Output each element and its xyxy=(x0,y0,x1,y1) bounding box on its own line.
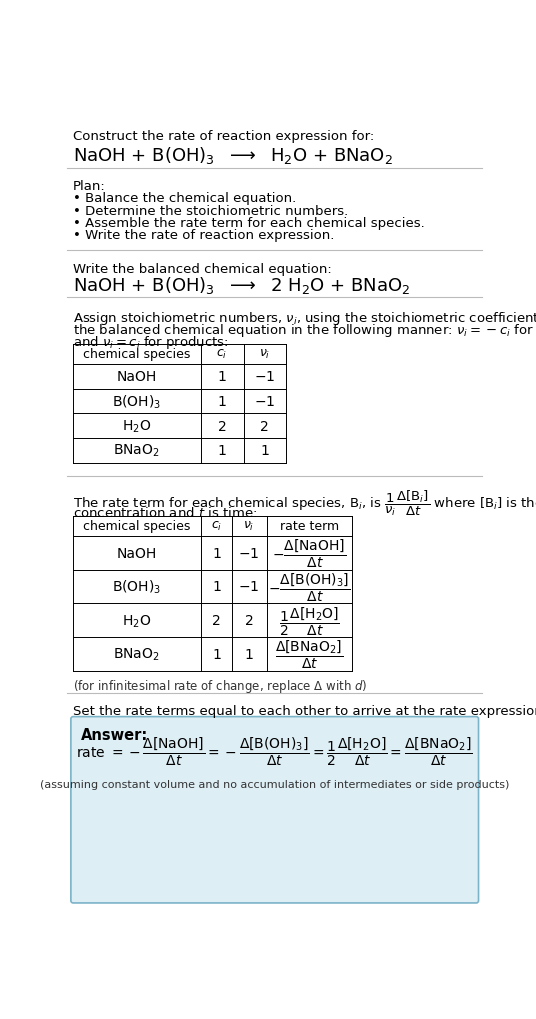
Text: BNaO$_2$: BNaO$_2$ xyxy=(114,646,160,662)
Text: $-1$: $-1$ xyxy=(254,394,276,409)
Text: Assign stoichiometric numbers, $\nu_i$, using the stoichiometric coefficients, $: Assign stoichiometric numbers, $\nu_i$, … xyxy=(73,309,536,326)
Text: (assuming constant volume and no accumulation of intermediates or side products): (assuming constant volume and no accumul… xyxy=(40,780,509,789)
Text: • Write the rate of reaction expression.: • Write the rate of reaction expression. xyxy=(73,229,334,243)
Text: The rate term for each chemical species, B$_i$, is $\dfrac{1}{\nu_i}\dfrac{\Delt: The rate term for each chemical species,… xyxy=(73,488,536,518)
Text: $-1$: $-1$ xyxy=(239,546,260,560)
Text: 1: 1 xyxy=(260,443,269,458)
Text: $c_i$: $c_i$ xyxy=(217,348,228,361)
Text: B(OH)$_3$: B(OH)$_3$ xyxy=(112,392,161,411)
Text: 1: 1 xyxy=(218,370,226,384)
Text: 2: 2 xyxy=(245,613,254,628)
Text: Write the balanced chemical equation:: Write the balanced chemical equation: xyxy=(73,262,332,275)
Text: BNaO$_2$: BNaO$_2$ xyxy=(114,442,160,459)
Text: rate $= -\dfrac{\Delta[\mathrm{NaOH}]}{\Delta t} = -\dfrac{\Delta[\mathrm{B(OH)_: rate $= -\dfrac{\Delta[\mathrm{NaOH}]}{\… xyxy=(77,736,473,767)
Text: H$_2$O: H$_2$O xyxy=(122,418,151,434)
Text: • Assemble the rate term for each chemical species.: • Assemble the rate term for each chemic… xyxy=(73,217,425,230)
Text: 2: 2 xyxy=(212,613,221,628)
Text: • Balance the chemical equation.: • Balance the chemical equation. xyxy=(73,193,296,205)
Text: $\nu_i$: $\nu_i$ xyxy=(243,520,255,533)
Text: $-\dfrac{\Delta[\mathrm{B(OH)_3}]}{\Delta t}$: $-\dfrac{\Delta[\mathrm{B(OH)_3}]}{\Delt… xyxy=(269,571,351,603)
Text: NaOH + B(OH)$_3$  $\longrightarrow$  2 H$_2$O + BNaO$_2$: NaOH + B(OH)$_3$ $\longrightarrow$ 2 H$_… xyxy=(73,274,411,296)
Text: • Determine the stoichiometric numbers.: • Determine the stoichiometric numbers. xyxy=(73,205,348,218)
Text: H$_2$O: H$_2$O xyxy=(122,612,151,629)
Text: and $\nu_i = c_i$ for products:: and $\nu_i = c_i$ for products: xyxy=(73,334,229,351)
Text: 1: 1 xyxy=(212,580,221,594)
Text: 2: 2 xyxy=(260,419,269,433)
Text: Plan:: Plan: xyxy=(73,180,106,193)
Text: $\dfrac{\Delta[\mathrm{BNaO_2}]}{\Delta t}$: $\dfrac{\Delta[\mathrm{BNaO_2}]}{\Delta … xyxy=(276,639,344,671)
Text: NaOH: NaOH xyxy=(117,370,157,384)
Text: 1: 1 xyxy=(212,648,221,661)
Text: chemical species: chemical species xyxy=(83,348,190,361)
Text: NaOH + B(OH)$_3$  $\longrightarrow$  H$_2$O + BNaO$_2$: NaOH + B(OH)$_3$ $\longrightarrow$ H$_2$… xyxy=(73,146,393,166)
Text: concentration and $t$ is time:: concentration and $t$ is time: xyxy=(73,505,257,520)
Text: the balanced chemical equation in the following manner: $\nu_i = -c_i$ for react: the balanced chemical equation in the fo… xyxy=(73,322,536,338)
Text: Construct the rate of reaction expression for:: Construct the rate of reaction expressio… xyxy=(73,130,375,143)
Text: 1: 1 xyxy=(245,648,254,661)
Text: $\dfrac{1}{2}\dfrac{\Delta[\mathrm{H_2O}]}{\Delta t}$: $\dfrac{1}{2}\dfrac{\Delta[\mathrm{H_2O}… xyxy=(279,604,340,637)
Text: chemical species: chemical species xyxy=(83,520,190,533)
Text: Set the rate terms equal to each other to arrive at the rate expression:: Set the rate terms equal to each other t… xyxy=(73,704,536,716)
Text: 1: 1 xyxy=(212,546,221,560)
Text: rate term: rate term xyxy=(280,520,339,533)
Text: $\nu_i$: $\nu_i$ xyxy=(259,348,270,361)
Text: B(OH)$_3$: B(OH)$_3$ xyxy=(112,578,161,595)
Text: 1: 1 xyxy=(218,443,226,458)
Text: 2: 2 xyxy=(218,419,226,433)
Text: NaOH: NaOH xyxy=(117,546,157,560)
Text: $-\dfrac{\Delta[\mathrm{NaOH}]}{\Delta t}$: $-\dfrac{\Delta[\mathrm{NaOH}]}{\Delta t… xyxy=(272,537,347,570)
Text: Answer:: Answer: xyxy=(81,727,148,742)
FancyBboxPatch shape xyxy=(71,717,479,903)
Text: $-1$: $-1$ xyxy=(254,370,276,384)
Text: $-1$: $-1$ xyxy=(239,580,260,594)
Text: (for infinitesimal rate of change, replace $\Delta$ with $d$): (for infinitesimal rate of change, repla… xyxy=(73,678,368,695)
Text: 1: 1 xyxy=(218,394,226,409)
Text: $c_i$: $c_i$ xyxy=(211,520,222,533)
